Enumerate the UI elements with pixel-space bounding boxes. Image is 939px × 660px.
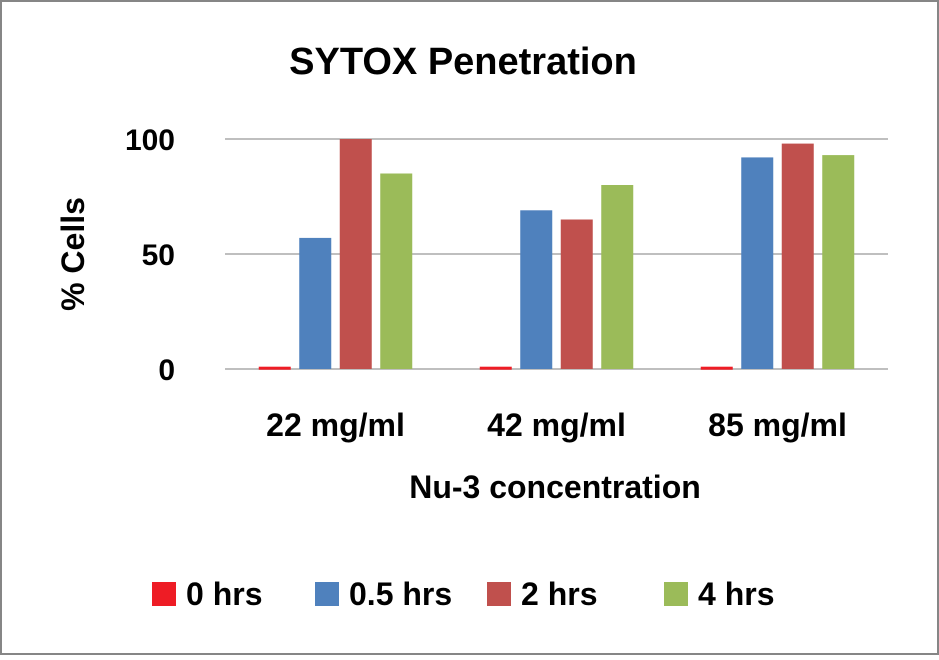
bar-0-5-hrs-2 [741,157,774,369]
bar-4-hrs-1 [601,185,634,369]
bar-0-hrs-2 [700,366,733,370]
y-tick-label: 100 [125,124,175,157]
x-tick-label: 42 mg/ml [487,407,626,443]
legend-swatch [664,582,688,606]
bar-0-5-hrs-0 [299,237,332,369]
legend-swatch [152,582,176,606]
bar-0-hrs-0 [258,366,291,370]
x-tick-label: 22 mg/ml [266,407,405,443]
legend-label: 0 hrs [186,576,262,612]
y-axis-label: % Cells [55,197,91,311]
legend-label: 4 hrs [698,576,774,612]
legend-swatch [487,582,511,606]
x-tick-label: 85 mg/ml [708,407,847,443]
legend-label: 0.5 hrs [349,576,452,612]
legend-swatch [315,582,339,606]
bar-4-hrs-0 [380,173,413,369]
legend-label: 2 hrs [521,576,597,612]
bar-2-hrs-2 [781,143,814,369]
bar-0-5-hrs-1 [520,210,553,369]
bar-0-hrs-1 [479,366,512,370]
y-tick-label: 50 [142,239,175,272]
chart-title: SYTOX Penetration [289,41,637,83]
x-axis-label: Nu-3 concentration [409,469,701,505]
y-tick-label: 0 [158,354,175,387]
bar-2-hrs-0 [339,139,372,369]
bar-4-hrs-2 [822,155,855,369]
bar-2-hrs-1 [560,219,593,369]
